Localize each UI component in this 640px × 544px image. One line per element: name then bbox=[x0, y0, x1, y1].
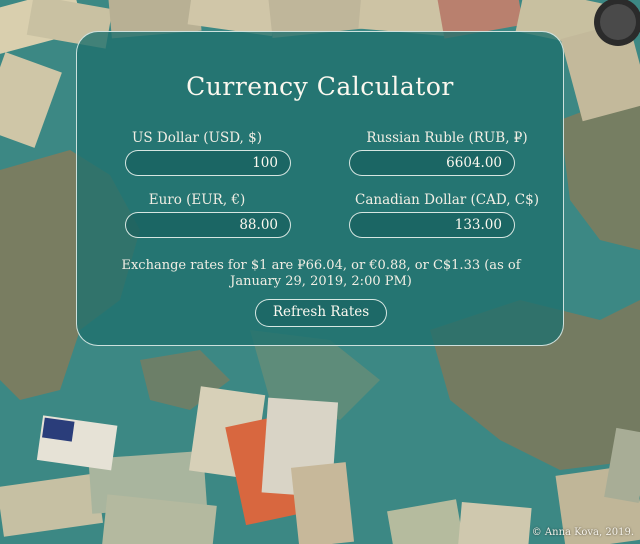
cad-input[interactable] bbox=[349, 212, 515, 238]
rub-input[interactable] bbox=[349, 150, 515, 176]
refresh-rates-button[interactable]: Refresh Rates bbox=[255, 299, 387, 327]
usd-label: US Dollar (USD, $) bbox=[132, 130, 262, 146]
exchange-rates-line-2: January 29, 2019, 2:00 PM) bbox=[230, 274, 412, 289]
cad-label: Canadian Dollar (CAD, C$) bbox=[355, 192, 539, 208]
exchange-rates-note: Exchange rates for $1 are ₽66.04, or €0.… bbox=[111, 258, 531, 290]
eur-input[interactable] bbox=[125, 212, 291, 238]
author-credit: © Anna Kova, 2019. bbox=[531, 527, 634, 538]
exchange-rates-line-1: Exchange rates for $1 are ₽66.04, or €0.… bbox=[121, 258, 521, 273]
page-title: Currency Calculator bbox=[186, 72, 454, 101]
calculator-card: Currency Calculator US Dollar (USD, $) R… bbox=[76, 31, 564, 346]
eur-label: Euro (EUR, €) bbox=[148, 192, 246, 208]
usd-input[interactable] bbox=[125, 150, 291, 176]
rub-label: Russian Ruble (RUB, ₽) bbox=[366, 130, 528, 146]
